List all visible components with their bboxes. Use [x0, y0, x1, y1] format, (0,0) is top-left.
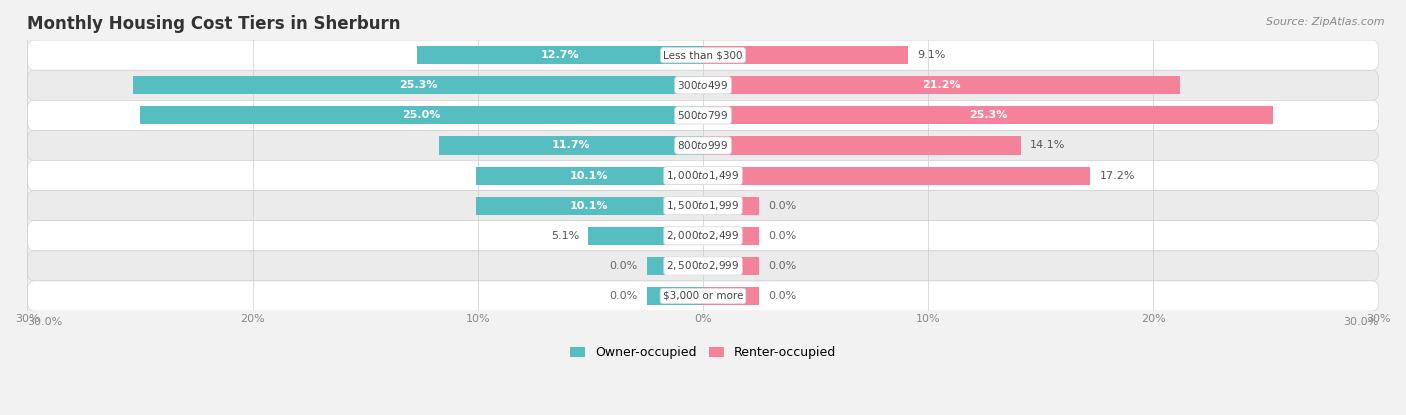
Bar [418, 46, 703, 64]
Text: 0.0%: 0.0% [609, 261, 638, 271]
Text: 5.1%: 5.1% [551, 231, 579, 241]
Text: 11.7%: 11.7% [553, 140, 591, 151]
Text: Monthly Housing Cost Tiers in Sherburn: Monthly Housing Cost Tiers in Sherburn [27, 15, 401, 33]
Bar [703, 106, 1272, 124]
Text: 0.0%: 0.0% [768, 291, 797, 301]
Text: 25.0%: 25.0% [402, 110, 440, 120]
Legend: Owner-occupied, Renter-occupied: Owner-occupied, Renter-occupied [565, 342, 841, 364]
Text: 10.1%: 10.1% [569, 201, 609, 211]
Bar [647, 287, 703, 305]
Text: 21.2%: 21.2% [922, 80, 962, 90]
Bar [141, 106, 703, 124]
FancyBboxPatch shape [27, 130, 1379, 161]
Text: Less than $300: Less than $300 [664, 50, 742, 60]
Bar [703, 137, 1021, 154]
FancyBboxPatch shape [27, 161, 1379, 190]
Text: 14.1%: 14.1% [1029, 140, 1064, 151]
Text: 10.1%: 10.1% [569, 171, 609, 181]
FancyBboxPatch shape [27, 251, 1379, 281]
Text: 0.0%: 0.0% [609, 291, 638, 301]
Text: 25.3%: 25.3% [969, 110, 1007, 120]
Text: $1,500 to $1,999: $1,500 to $1,999 [666, 199, 740, 212]
Bar [703, 227, 759, 245]
FancyBboxPatch shape [27, 190, 1379, 221]
Text: 0.0%: 0.0% [768, 261, 797, 271]
Text: 0.0%: 0.0% [768, 231, 797, 241]
Bar [647, 257, 703, 275]
Text: $3,000 or more: $3,000 or more [662, 291, 744, 301]
Text: $500 to $799: $500 to $799 [678, 110, 728, 121]
Bar [703, 257, 759, 275]
FancyBboxPatch shape [27, 221, 1379, 251]
Bar [703, 46, 908, 64]
FancyBboxPatch shape [27, 40, 1379, 70]
FancyBboxPatch shape [27, 281, 1379, 311]
Bar [703, 76, 1181, 94]
Text: 17.2%: 17.2% [1099, 171, 1135, 181]
Bar [703, 197, 759, 215]
Text: $300 to $499: $300 to $499 [678, 79, 728, 91]
Bar [703, 287, 759, 305]
Text: 12.7%: 12.7% [541, 50, 579, 60]
Bar [588, 227, 703, 245]
Bar [134, 76, 703, 94]
Text: Source: ZipAtlas.com: Source: ZipAtlas.com [1267, 17, 1385, 27]
Text: $800 to $999: $800 to $999 [678, 139, 728, 151]
Text: 30.0%: 30.0% [1344, 317, 1379, 327]
FancyBboxPatch shape [27, 70, 1379, 100]
Bar [475, 166, 703, 185]
Text: 0.0%: 0.0% [768, 201, 797, 211]
Bar [475, 197, 703, 215]
Text: 25.3%: 25.3% [399, 80, 437, 90]
Text: 9.1%: 9.1% [917, 50, 945, 60]
Bar [703, 166, 1091, 185]
FancyBboxPatch shape [27, 100, 1379, 130]
Bar [440, 137, 703, 154]
Text: 30.0%: 30.0% [27, 317, 62, 327]
Text: $1,000 to $1,499: $1,000 to $1,499 [666, 169, 740, 182]
Text: $2,500 to $2,999: $2,500 to $2,999 [666, 259, 740, 272]
Text: $2,000 to $2,499: $2,000 to $2,499 [666, 229, 740, 242]
